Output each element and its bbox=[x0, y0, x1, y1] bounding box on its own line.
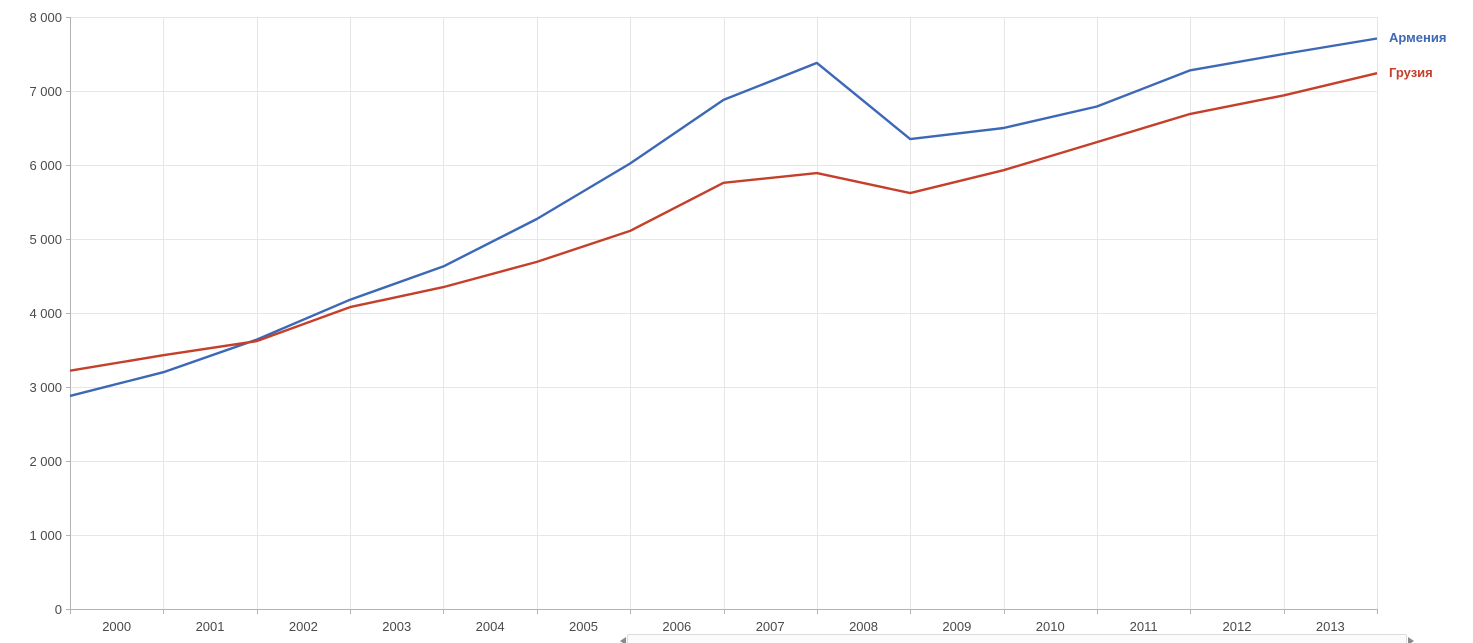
series-line-0[interactable] bbox=[69, 37, 1378, 398]
x-axis-label: 2007 bbox=[756, 619, 785, 634]
y-axis-label: 0 bbox=[55, 602, 62, 617]
x-axis-label: 2000 bbox=[102, 619, 131, 634]
legend-item-georgia[interactable]: Грузия bbox=[1389, 65, 1433, 81]
y-axis-label: 8 000 bbox=[29, 10, 62, 25]
y-axis-label: 6 000 bbox=[29, 158, 62, 173]
y-axis-label: 5 000 bbox=[29, 232, 62, 247]
scrollbar-track[interactable] bbox=[627, 634, 1407, 643]
scroll-left-icon[interactable] bbox=[620, 637, 626, 643]
series-line-1[interactable] bbox=[69, 72, 1378, 372]
x-axis-label: 2013 bbox=[1316, 619, 1345, 634]
x-axis-label: 2002 bbox=[289, 619, 318, 634]
x-axis-label: 2012 bbox=[1223, 619, 1252, 634]
y-axis-label: 1 000 bbox=[29, 528, 62, 543]
legend-item-armenia[interactable]: Армения bbox=[1389, 30, 1447, 46]
x-axis-label: 2005 bbox=[569, 619, 598, 634]
x-axis-label: 2003 bbox=[382, 619, 411, 634]
x-axis-label: 2006 bbox=[662, 619, 691, 634]
y-axis-label: 4 000 bbox=[29, 306, 62, 321]
x-axis-label: 2008 bbox=[849, 619, 878, 634]
y-axis-label: 7 000 bbox=[29, 84, 62, 99]
horizontal-scrollbar[interactable] bbox=[620, 634, 1414, 643]
x-axis-label: 2010 bbox=[1036, 619, 1065, 634]
y-axis-label: 2 000 bbox=[29, 454, 62, 469]
scroll-right-icon[interactable] bbox=[1408, 637, 1414, 643]
x-axis-label: 2011 bbox=[1130, 619, 1158, 634]
x-axis-label: 2001 bbox=[196, 619, 225, 634]
y-axis-label: 3 000 bbox=[29, 380, 62, 395]
x-axis-label: 2009 bbox=[942, 619, 971, 634]
x-axis-label: 2004 bbox=[476, 619, 505, 634]
